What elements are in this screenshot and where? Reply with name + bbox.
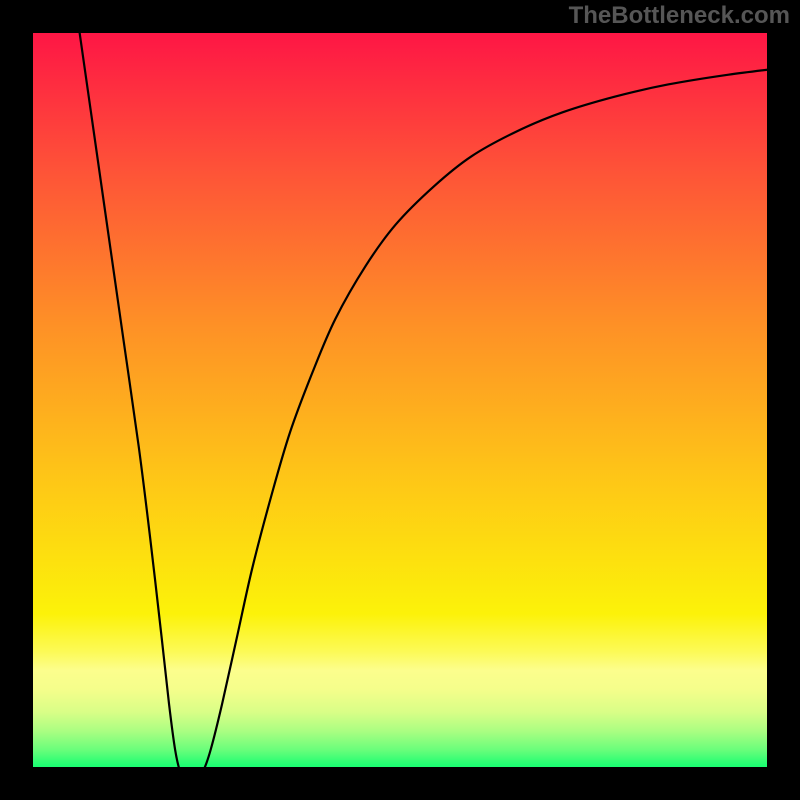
chart-frame xyxy=(0,767,800,800)
watermark-text: TheBottleneck.com xyxy=(569,2,790,30)
chart-frame xyxy=(0,0,33,800)
plot-background xyxy=(33,24,789,780)
chart-frame xyxy=(767,0,800,800)
chart-container: TheBottleneck.com xyxy=(0,0,800,800)
bottleneck-chart xyxy=(0,0,800,800)
